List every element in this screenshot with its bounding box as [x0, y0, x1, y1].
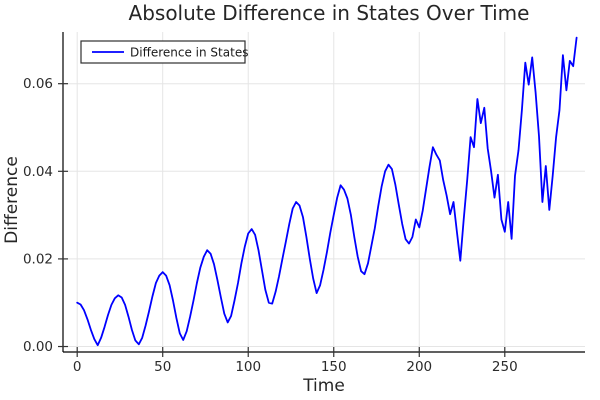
chart-title: Absolute Difference in States Over Time — [129, 1, 530, 25]
difference-line-series — [76, 36, 578, 347]
legend-box: Difference in States — [80, 40, 248, 64]
x-tick-label: 100 — [235, 359, 261, 375]
y-tick-label: 0.00 — [23, 339, 53, 355]
axis-tick-labels: 0 50 100 150 200 250 0.00 0.02 0.04 0.06 — [23, 76, 518, 375]
x-axis-label: Time — [302, 376, 345, 396]
x-tick-label: 200 — [406, 359, 432, 375]
x-tick-label: 150 — [321, 359, 347, 375]
x-tick-label: 50 — [154, 359, 171, 375]
axis-tick-marks — [58, 83, 506, 357]
x-tick-label: 0 — [73, 359, 82, 375]
y-tick-label: 0.02 — [23, 251, 53, 267]
legend-entry-label: Difference in States — [130, 46, 248, 60]
y-tick-label: 0.04 — [23, 164, 53, 180]
grid-lines — [63, 32, 585, 352]
y-axis-label: Difference — [2, 156, 22, 244]
y-tick-label: 0.06 — [23, 76, 53, 92]
legend-frame — [80, 40, 246, 64]
x-tick-label: 250 — [492, 359, 518, 375]
